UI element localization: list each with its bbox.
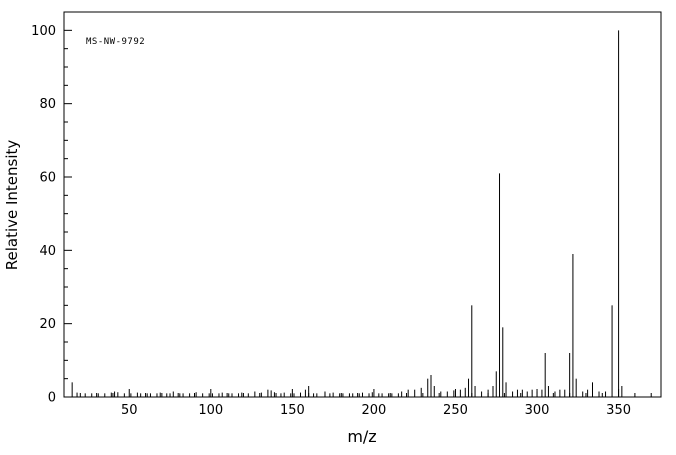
y-axis-label: Relative Intensity xyxy=(3,140,21,271)
axis-ticks xyxy=(63,29,652,398)
y-tick-label: 100 xyxy=(31,24,56,39)
axis-tick-labels: 50 100 150 200 250 300 350 0 20 40 60 80 100 xyxy=(31,24,631,418)
y-tick-label: 80 xyxy=(39,97,56,112)
x-axis-label: m/z xyxy=(347,427,376,446)
y-tick-label: 20 xyxy=(39,317,56,332)
y-tick-label: 60 xyxy=(39,171,56,186)
x-tick-label: 350 xyxy=(606,403,631,418)
x-tick-label: 200 xyxy=(362,403,387,418)
spectrum-id-label: MS-NW-9792 xyxy=(86,37,145,47)
x-tick-label: 100 xyxy=(198,403,223,418)
x-tick-label: 250 xyxy=(443,403,468,418)
y-tick-label: 40 xyxy=(39,244,56,259)
x-tick-label: 50 xyxy=(121,403,138,418)
y-tick-label: 0 xyxy=(48,391,56,406)
plot-area-border xyxy=(63,11,662,398)
x-tick-label: 300 xyxy=(525,403,550,418)
x-tick-label: 150 xyxy=(280,403,305,418)
spectrum-peaks xyxy=(71,30,623,397)
